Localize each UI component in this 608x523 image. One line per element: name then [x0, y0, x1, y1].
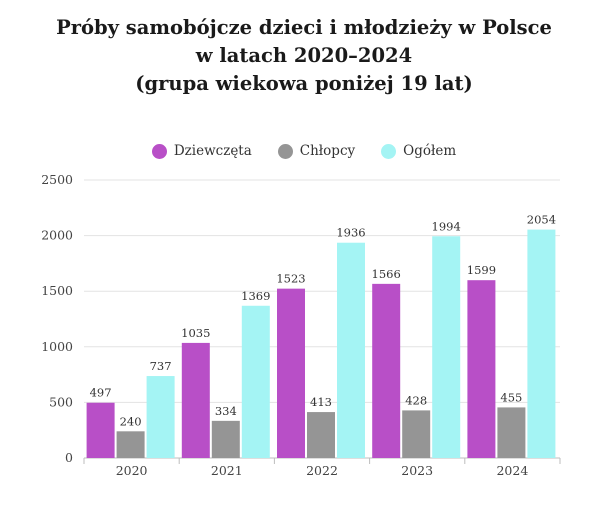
title-line-1: Próby samobójcze dzieci i młodzieży w Po…: [56, 16, 552, 39]
data-label-2022-2: 1936: [336, 226, 365, 240]
data-label-2020-2: 737: [150, 359, 172, 373]
y-tick-label-1500: 1500: [41, 283, 73, 298]
legend-item-boys: Chłopcy: [277, 143, 356, 159]
bar-2024-2: [527, 229, 556, 458]
bar-2024-1: [497, 407, 526, 458]
legend-item-total: Ogółem: [381, 143, 456, 159]
legend-swatch-total: [381, 143, 397, 159]
data-label-2024-2: 2054: [527, 213, 556, 227]
title-line-3: (grupa wiekowa poniżej 19 lat): [135, 72, 473, 95]
data-label-2021-2: 1369: [241, 289, 270, 303]
y-tick-label-2500: 2500: [41, 172, 73, 187]
data-label-2021-1: 334: [215, 404, 237, 418]
chart-title: Próby samobójcze dzieci i młodzieży w Po…: [0, 14, 608, 98]
title-line-2: w latach 2020–2024: [195, 44, 413, 67]
legend-label-boys: Chłopcy: [299, 143, 356, 159]
legend-swatch-girls: [151, 143, 167, 159]
data-label-2024-1: 455: [500, 390, 522, 404]
data-label-2022-1: 413: [310, 395, 332, 409]
y-tick-label-0: 0: [65, 450, 73, 465]
y-tick-label-2000: 2000: [41, 228, 73, 243]
bar-2022-1: [307, 412, 335, 458]
bar-2021-1: [211, 420, 240, 458]
data-label-2020-0: 497: [90, 386, 112, 400]
bar-2020-1: [116, 431, 145, 458]
x-tick-label-2021: 2021: [211, 463, 243, 478]
x-tick-label-2020: 2020: [116, 463, 148, 478]
bar-2024-0: [467, 280, 496, 458]
legend-label-total: Ogółem: [403, 143, 457, 159]
legend-swatch-boys: [277, 143, 293, 159]
data-label-2022-0: 1523: [276, 272, 305, 286]
bar-2021-0: [181, 342, 210, 458]
y-tick-label-500: 500: [49, 394, 73, 409]
bar-2020-2: [146, 376, 175, 458]
bar-2023-1: [402, 410, 431, 458]
bar-2020-0: [86, 402, 115, 458]
chart-legend: Dziewczęta Chłopcy Ogółem: [0, 143, 608, 159]
x-tick-label-2022: 2022: [306, 463, 338, 478]
data-label-2023-0: 1566: [372, 267, 401, 281]
data-label-2023-1: 428: [405, 393, 427, 407]
y-tick-label-1000: 1000: [41, 339, 73, 354]
data-label-2020-1: 240: [120, 414, 142, 428]
data-label-2024-0: 1599: [467, 263, 496, 277]
x-tick-label-2023: 2023: [401, 463, 433, 478]
legend-item-girls: Dziewczęta: [151, 143, 252, 159]
data-label-2023-2: 1994: [432, 219, 461, 233]
data-label-2021-0: 1035: [181, 326, 210, 340]
legend-label-girls: Dziewczęta: [173, 143, 252, 159]
bar-2023-2: [432, 236, 461, 458]
bar-2022-2: [337, 242, 365, 458]
bar-2022-0: [277, 288, 305, 458]
bar-2023-0: [372, 283, 401, 458]
bar-2021-2: [241, 305, 270, 458]
x-tick-label-2024: 2024: [496, 463, 528, 478]
